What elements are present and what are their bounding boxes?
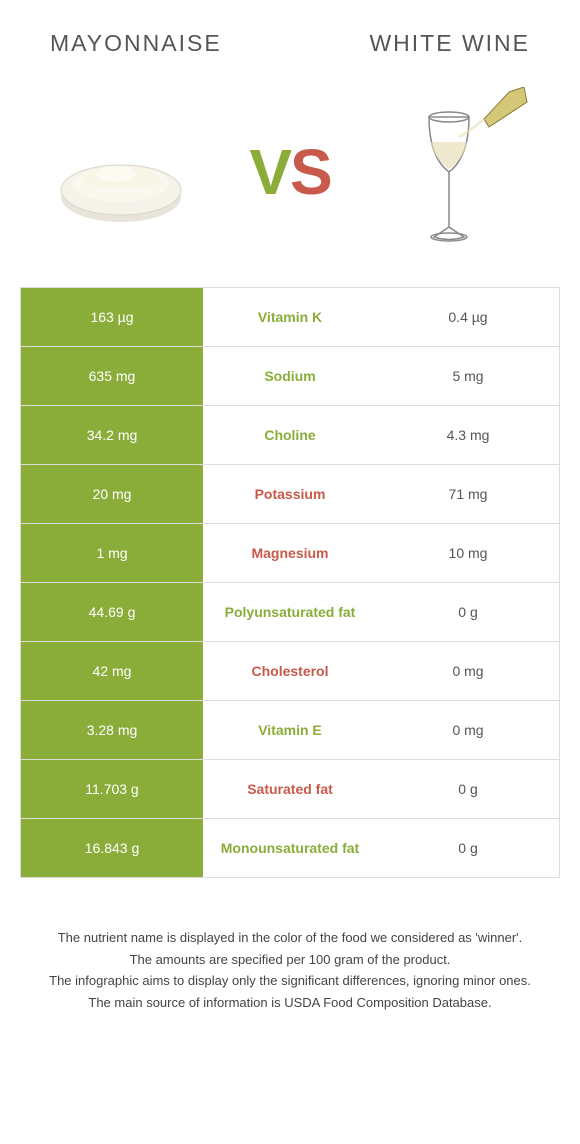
left-value: 1 mg <box>21 524 203 582</box>
right-value: 5 mg <box>377 347 559 405</box>
right-value: 0 mg <box>377 642 559 700</box>
wine-glass-icon <box>384 87 534 257</box>
left-value: 42 mg <box>21 642 203 700</box>
footer-line: The infographic aims to display only the… <box>40 971 540 991</box>
left-value: 3.28 mg <box>21 701 203 759</box>
left-value: 20 mg <box>21 465 203 523</box>
right-value: 4.3 mg <box>377 406 559 464</box>
left-value: 163 µg <box>21 288 203 346</box>
table-row: 44.69 gPolyunsaturated fat0 g <box>21 582 559 641</box>
footer-line: The nutrient name is displayed in the co… <box>40 928 540 948</box>
nutrient-label: Saturated fat <box>203 760 377 818</box>
image-row: VS <box>20 87 560 257</box>
table-row: 20 mgPotassium71 mg <box>21 464 559 523</box>
nutrient-label: Magnesium <box>203 524 377 582</box>
nutrient-label: Vitamin E <box>203 701 377 759</box>
right-value: 0 mg <box>377 701 559 759</box>
right-value: 10 mg <box>377 524 559 582</box>
left-value: 635 mg <box>21 347 203 405</box>
table-row: 1 mgMagnesium10 mg <box>21 523 559 582</box>
table-row: 163 µgVitamin K0.4 µg <box>21 287 559 346</box>
right-value: 0 g <box>377 583 559 641</box>
nutrient-label: Polyunsaturated fat <box>203 583 377 641</box>
header: MAYONNAISE WHITE WINE <box>20 30 560 57</box>
left-value: 34.2 mg <box>21 406 203 464</box>
right-value: 0 g <box>377 819 559 877</box>
table-row: 34.2 mgCholine4.3 mg <box>21 405 559 464</box>
nutrient-table: 163 µgVitamin K0.4 µg635 mgSodium5 mg34.… <box>20 287 560 878</box>
table-row: 16.843 gMonounsaturated fat0 g <box>21 818 559 877</box>
nutrient-label: Choline <box>203 406 377 464</box>
food-right-title: WHITE WINE <box>369 30 530 57</box>
left-value: 11.703 g <box>21 760 203 818</box>
table-row: 42 mgCholesterol0 mg <box>21 641 559 700</box>
food-left-title: MAYONNAISE <box>50 30 222 57</box>
nutrient-label: Potassium <box>203 465 377 523</box>
table-row: 3.28 mgVitamin E0 mg <box>21 700 559 759</box>
left-value: 16.843 g <box>21 819 203 877</box>
nutrient-label: Sodium <box>203 347 377 405</box>
nutrient-label: Vitamin K <box>203 288 377 346</box>
nutrient-label: Monounsaturated fat <box>203 819 377 877</box>
right-value: 0 g <box>377 760 559 818</box>
table-row: 635 mgSodium5 mg <box>21 346 559 405</box>
footer-line: The amounts are specified per 100 gram o… <box>40 950 540 970</box>
vs-label: VS <box>249 135 330 209</box>
nutrient-label: Cholesterol <box>203 642 377 700</box>
footer-line: The main source of information is USDA F… <box>40 993 540 1013</box>
right-value: 71 mg <box>377 465 559 523</box>
footer-notes: The nutrient name is displayed in the co… <box>20 928 560 1014</box>
table-row: 11.703 gSaturated fat0 g <box>21 759 559 818</box>
right-value: 0.4 µg <box>377 288 559 346</box>
left-value: 44.69 g <box>21 583 203 641</box>
mayonnaise-icon <box>46 112 196 232</box>
